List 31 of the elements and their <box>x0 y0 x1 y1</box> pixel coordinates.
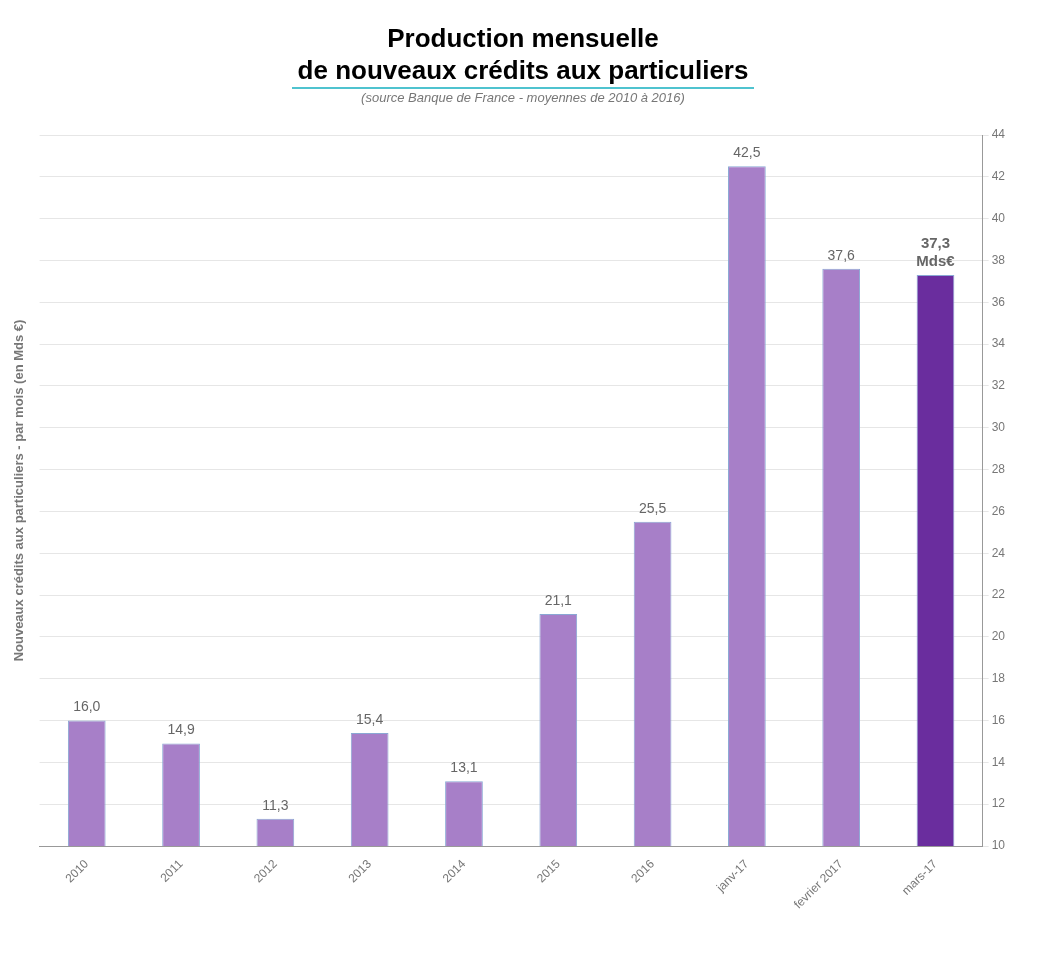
y-tick-label: 24 <box>991 545 1006 560</box>
y-tick-label: 22 <box>991 587 1006 602</box>
y-tick-label: 36 <box>991 294 1006 309</box>
data-label: 14,9 <box>167 721 195 738</box>
data-label: 37,6 <box>827 246 856 263</box>
y-tick-label: 28 <box>991 461 1006 476</box>
y-tick-label: 32 <box>991 378 1006 393</box>
data-label: 25,5 <box>638 499 667 516</box>
data-label: 15,4 <box>356 710 384 727</box>
y-axis-title: Nouveaux crédits aux particuliers - par mois (en Mds €) <box>11 319 27 662</box>
y-tick-label: 42 <box>991 169 1006 184</box>
y-tick-label: 44 <box>991 127 1006 142</box>
y-tick-label: 16 <box>991 712 1006 727</box>
data-label: 16,0 <box>73 698 101 715</box>
data-label: 37,3 Mds€ <box>916 233 956 269</box>
data-label: 13,1 <box>450 759 478 776</box>
y-tick-label: 10 <box>991 838 1006 853</box>
y-tick-label: 18 <box>991 671 1006 686</box>
y-tick-label: 30 <box>991 420 1006 435</box>
data-label: 21,1 <box>544 591 573 608</box>
y-tick-label: 26 <box>991 503 1006 518</box>
y-tick-label: 20 <box>991 629 1006 644</box>
y-tick-label: 34 <box>991 336 1006 351</box>
data-label: 11,3 <box>262 796 289 813</box>
chart-title: Production mensuelle de nouveaux crédits aux particuliers <box>296 22 750 85</box>
data-label: 42,5 <box>733 144 761 161</box>
y-tick-label: 40 <box>991 210 1006 225</box>
chart-subtitle: (source Banque de France - moyennes de 2010 à 2016) <box>360 90 686 105</box>
y-tick-label: 12 <box>991 796 1006 811</box>
y-tick-label: 14 <box>991 754 1006 769</box>
y-tick-label: 38 <box>991 252 1006 267</box>
